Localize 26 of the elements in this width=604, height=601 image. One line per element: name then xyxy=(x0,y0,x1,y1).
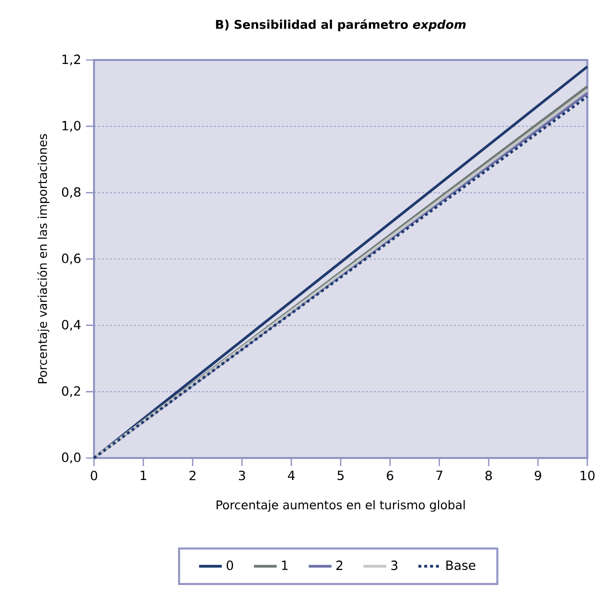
y-tick-label: 1,2 xyxy=(62,54,80,66)
legend-label: 1 xyxy=(282,560,288,570)
y-tick-label: 0,6 xyxy=(62,254,80,264)
x-tick-label: 3 xyxy=(238,470,246,480)
legend-label: 3 xyxy=(391,560,398,570)
legend-label: 0 xyxy=(226,560,234,570)
x-tick-label: 9 xyxy=(534,470,542,480)
x-tick-label: 10 xyxy=(580,470,595,480)
y-tick-label: 0,4 xyxy=(62,320,81,331)
x-axis-title: Porcentaje aumentos en el turismo global xyxy=(216,500,465,512)
y-tick-label: 0,8 xyxy=(62,187,80,198)
x-tick-label: 2 xyxy=(190,470,196,480)
legend-label: 2 xyxy=(336,560,342,570)
x-tick-label: 1 xyxy=(140,470,146,480)
x-tick-label: 0 xyxy=(90,470,98,480)
x-tick-label: 8 xyxy=(485,470,492,480)
y-tick-label: 1,0 xyxy=(62,120,80,132)
chart-title: B) Sensibilidad al parámetro expdom xyxy=(216,19,466,32)
y-tick-label: 0,0 xyxy=(62,452,80,464)
x-tick-label: 4 xyxy=(288,470,295,480)
y-tick-label: 0,2 xyxy=(62,386,80,398)
x-tick-label: 7 xyxy=(436,470,442,480)
y-axis-title: Porcentaje variación en las importaciones xyxy=(37,134,50,384)
x-tick-label: 5 xyxy=(338,470,344,480)
x-tick-label: 6 xyxy=(386,470,394,480)
legend-label: Base xyxy=(446,560,476,570)
